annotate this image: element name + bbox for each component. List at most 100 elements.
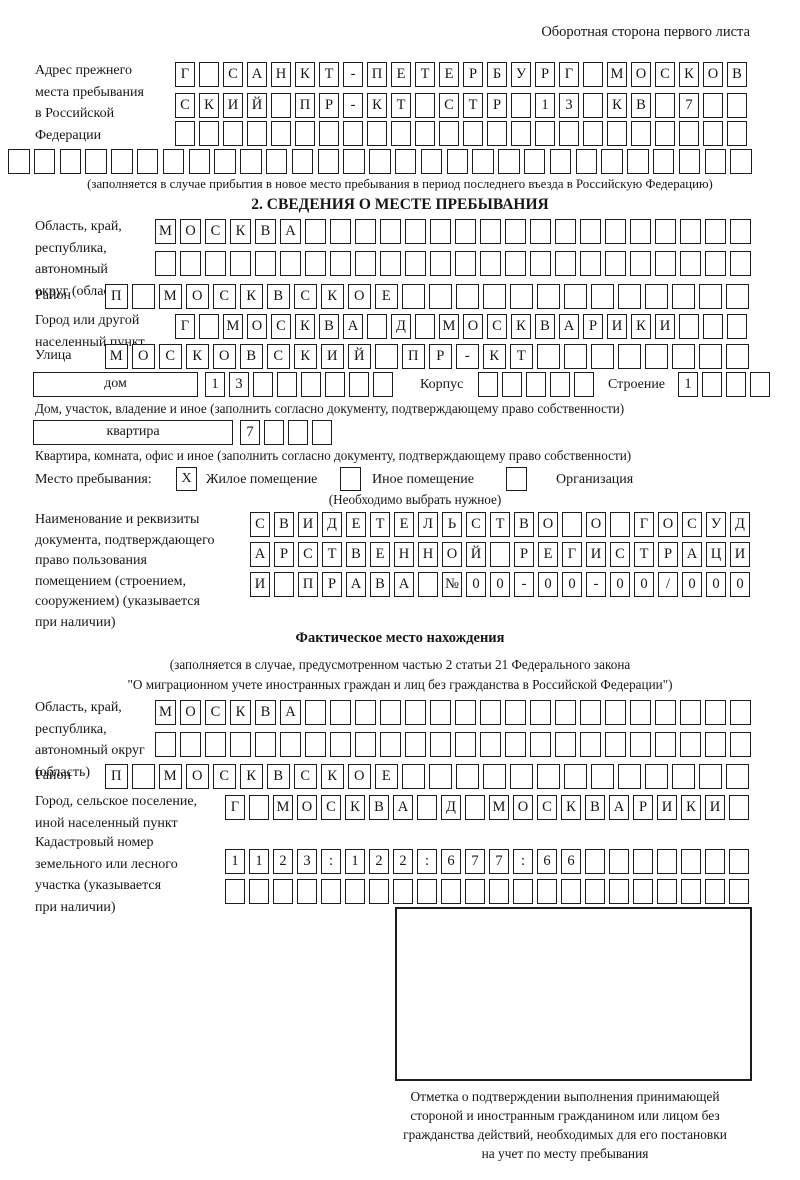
char-cell[interactable] xyxy=(583,93,603,118)
char-cell[interactable] xyxy=(478,372,498,397)
char-cell[interactable] xyxy=(355,251,376,276)
char-cell[interactable] xyxy=(555,700,576,725)
house-box[interactable]: дом xyxy=(33,372,198,397)
char-cell[interactable]: Р xyxy=(658,542,678,567)
char-cell[interactable] xyxy=(679,121,699,146)
char-cell[interactable] xyxy=(727,121,747,146)
char-cell[interactable] xyxy=(483,764,506,789)
char-cell[interactable]: С xyxy=(321,795,341,820)
char-cell[interactable]: А xyxy=(682,542,702,567)
char-cell[interactable]: В xyxy=(727,62,747,87)
char-cell[interactable]: О xyxy=(586,512,606,537)
char-cell[interactable] xyxy=(355,219,376,244)
char-cell[interactable]: В xyxy=(255,219,276,244)
char-cell[interactable]: Р xyxy=(583,314,603,339)
char-cell[interactable] xyxy=(472,149,494,174)
char-cell[interactable] xyxy=(175,121,195,146)
char-cell[interactable]: Й xyxy=(348,344,371,369)
region-row-2[interactable] xyxy=(155,251,755,276)
char-cell[interactable] xyxy=(699,764,722,789)
char-cell[interactable] xyxy=(321,879,341,904)
char-cell[interactable]: С xyxy=(250,512,270,537)
char-cell[interactable] xyxy=(730,251,751,276)
char-cell[interactable] xyxy=(214,149,236,174)
char-cell[interactable] xyxy=(618,344,641,369)
char-cell[interactable] xyxy=(345,879,365,904)
char-cell[interactable]: Е xyxy=(538,542,558,567)
char-cell[interactable]: А xyxy=(343,314,363,339)
char-cell[interactable]: 6 xyxy=(561,849,581,874)
char-cell[interactable] xyxy=(180,732,201,757)
char-cell[interactable] xyxy=(657,849,677,874)
char-cell[interactable] xyxy=(480,732,501,757)
char-cell[interactable]: П xyxy=(105,284,128,309)
char-cell[interactable]: 7 xyxy=(240,420,260,445)
char-cell[interactable] xyxy=(680,251,701,276)
char-cell[interactable]: И xyxy=(705,795,725,820)
char-cell[interactable] xyxy=(511,121,531,146)
char-cell[interactable]: Г xyxy=(559,62,579,87)
char-cell[interactable] xyxy=(607,121,627,146)
char-cell[interactable]: Г xyxy=(175,314,195,339)
char-cell[interactable]: В xyxy=(267,764,290,789)
char-cell[interactable] xyxy=(609,849,629,874)
char-cell[interactable]: Р xyxy=(319,93,339,118)
char-cell[interactable] xyxy=(288,420,308,445)
char-cell[interactable]: Г xyxy=(634,512,654,537)
char-cell[interactable] xyxy=(591,344,614,369)
char-cell[interactable] xyxy=(355,732,376,757)
char-cell[interactable]: Р xyxy=(322,572,342,597)
char-cell[interactable] xyxy=(555,732,576,757)
char-cell[interactable] xyxy=(630,700,651,725)
char-cell[interactable]: С xyxy=(175,93,195,118)
char-cell[interactable]: Р xyxy=(463,62,483,87)
char-cell[interactable] xyxy=(264,420,284,445)
char-cell[interactable]: А xyxy=(609,795,629,820)
char-cell[interactable]: Е xyxy=(370,542,390,567)
char-cell[interactable] xyxy=(330,251,351,276)
char-cell[interactable]: Ь xyxy=(442,512,462,537)
char-cell[interactable] xyxy=(415,93,435,118)
char-cell[interactable] xyxy=(162,149,185,174)
char-cell[interactable] xyxy=(530,700,551,725)
char-cell[interactable] xyxy=(355,700,376,725)
char-cell[interactable] xyxy=(630,732,651,757)
char-cell[interactable]: В xyxy=(631,93,651,118)
char-cell[interactable]: Р xyxy=(429,344,452,369)
char-cell[interactable]: О xyxy=(180,700,201,725)
char-cell[interactable] xyxy=(415,314,435,339)
char-cell[interactable]: Д xyxy=(391,314,411,339)
char-cell[interactable]: П xyxy=(295,93,315,118)
document-row-3[interactable]: И П Р А В А № 0 0-0 0-0 0/0 0 0 xyxy=(250,572,754,597)
char-cell[interactable] xyxy=(633,879,653,904)
char-cell[interactable] xyxy=(430,732,451,757)
char-cell[interactable]: И xyxy=(250,572,270,597)
char-cell[interactable] xyxy=(305,732,326,757)
char-cell[interactable]: Е xyxy=(439,62,459,87)
char-cell[interactable]: В xyxy=(267,284,290,309)
char-cell[interactable]: 1 xyxy=(249,849,269,874)
char-cell[interactable] xyxy=(630,251,651,276)
char-cell[interactable]: - xyxy=(343,93,363,118)
char-cell[interactable]: О xyxy=(132,344,155,369)
char-cell[interactable] xyxy=(405,732,426,757)
char-cell[interactable]: : xyxy=(417,849,437,874)
char-cell[interactable] xyxy=(610,512,630,537)
char-cell[interactable]: 0 xyxy=(682,572,702,597)
char-cell[interactable] xyxy=(580,700,601,725)
char-cell[interactable]: : xyxy=(513,849,533,874)
char-cell[interactable]: Г xyxy=(562,542,582,567)
char-cell[interactable] xyxy=(405,700,426,725)
char-cell[interactable] xyxy=(199,314,219,339)
char-cell[interactable]: К xyxy=(240,284,263,309)
char-cell[interactable] xyxy=(205,251,226,276)
char-cell[interactable]: О xyxy=(297,795,317,820)
char-cell[interactable] xyxy=(33,149,56,174)
char-cell[interactable] xyxy=(681,849,701,874)
char-cell[interactable]: Л xyxy=(418,512,438,537)
char-cell[interactable] xyxy=(585,879,605,904)
